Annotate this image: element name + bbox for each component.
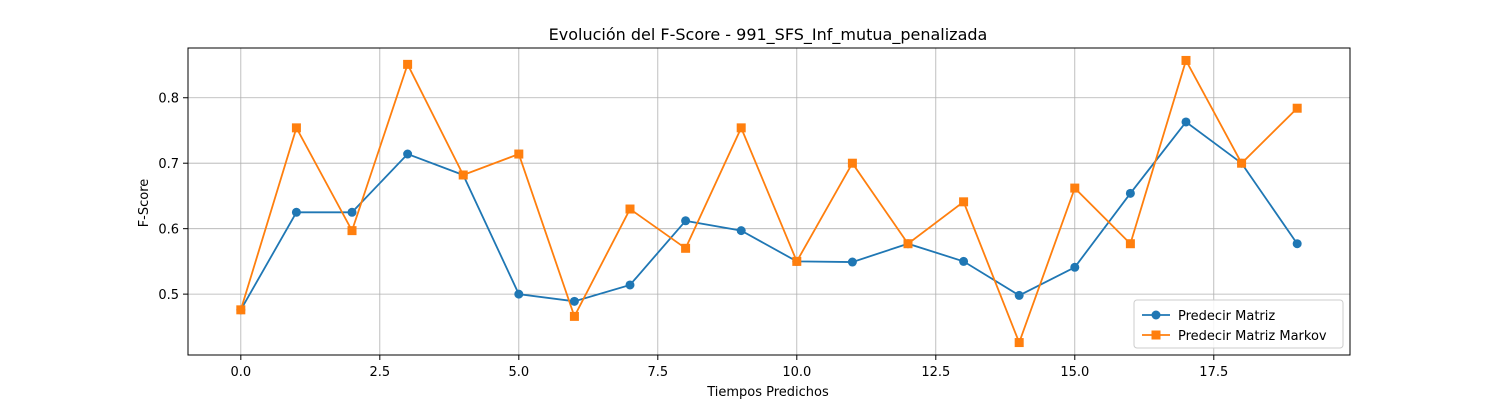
legend-label-2: Predecir Matriz Markov	[1178, 329, 1327, 344]
x-tick-label: 5.0	[508, 365, 529, 380]
y-axis-title: F-Score	[137, 179, 152, 228]
data-point-series-1	[625, 280, 635, 290]
data-point-series-2	[1237, 158, 1247, 168]
x-axis-title: Tiempos Predichos	[706, 385, 829, 400]
data-point-series-2	[736, 123, 746, 133]
x-tick-label: 0.0	[230, 365, 251, 380]
legend-label-1: Predecir Matriz	[1178, 309, 1275, 324]
data-point-series-1	[847, 257, 857, 267]
data-point-series-2	[458, 170, 468, 180]
data-point-series-2	[347, 226, 357, 236]
data-point-series-1	[514, 289, 524, 299]
x-tick-label: 15.0	[1060, 365, 1089, 380]
y-tick-label: 0.6	[158, 223, 179, 238]
data-point-series-1	[959, 256, 969, 266]
data-point-series-1	[1181, 117, 1191, 127]
data-point-series-2	[236, 305, 246, 315]
data-point-series-1	[403, 149, 413, 159]
data-point-series-2	[792, 256, 802, 266]
data-point-series-2	[959, 197, 969, 207]
data-point-series-1	[681, 216, 691, 226]
data-point-series-1	[736, 226, 746, 236]
data-point-series-2	[681, 243, 691, 253]
data-point-series-2	[1014, 338, 1024, 348]
data-point-series-2	[1070, 183, 1080, 193]
x-tick-label: 10.0	[782, 365, 811, 380]
data-point-series-1	[1070, 262, 1080, 272]
x-tick-label: 7.5	[647, 365, 668, 380]
legend-box	[1133, 299, 1344, 349]
series-line-2	[239, 58, 1298, 346]
data-point-series-2	[1292, 103, 1302, 113]
chart-title: Evolución del F-Score - 991_SFS_Inf_mutu…	[549, 25, 988, 45]
legend-marker-2	[1151, 330, 1161, 340]
data-point-series-2	[514, 149, 524, 159]
data-point-series-1	[1292, 239, 1302, 249]
axes-frame	[187, 47, 1351, 356]
data-point-series-2	[569, 311, 579, 321]
data-point-series-1	[347, 207, 357, 217]
y-tick-label: 0.7	[158, 157, 179, 172]
data-point-series-1	[291, 207, 301, 217]
data-point-series-2	[291, 123, 301, 133]
data-point-series-2	[1125, 239, 1135, 249]
x-tick-label: 17.5	[1199, 365, 1228, 380]
series-line-1	[240, 120, 1298, 311]
data-point-series-2	[1181, 55, 1191, 65]
data-point-series-1	[1125, 188, 1135, 198]
data-point-series-2	[847, 158, 857, 168]
y-tick-label: 0.8	[158, 92, 179, 107]
data-point-series-1	[1014, 290, 1024, 300]
plot-area: 0.0 2.5 5.0 7.5 10.0 12.5 15.0 17.5 0.5 0.6 0.7 0.8…	[158, 47, 1351, 380]
y-tick-label: 0.5	[158, 288, 179, 303]
x-tick-label: 2.5	[369, 365, 390, 380]
data-point-series-2	[403, 59, 413, 69]
legend-marker-1	[1151, 310, 1161, 320]
data-point-series-1	[569, 296, 579, 306]
data-point-series-2	[903, 239, 913, 249]
data-point-series-2	[625, 204, 635, 214]
x-tick-label: 12.5	[921, 365, 950, 380]
